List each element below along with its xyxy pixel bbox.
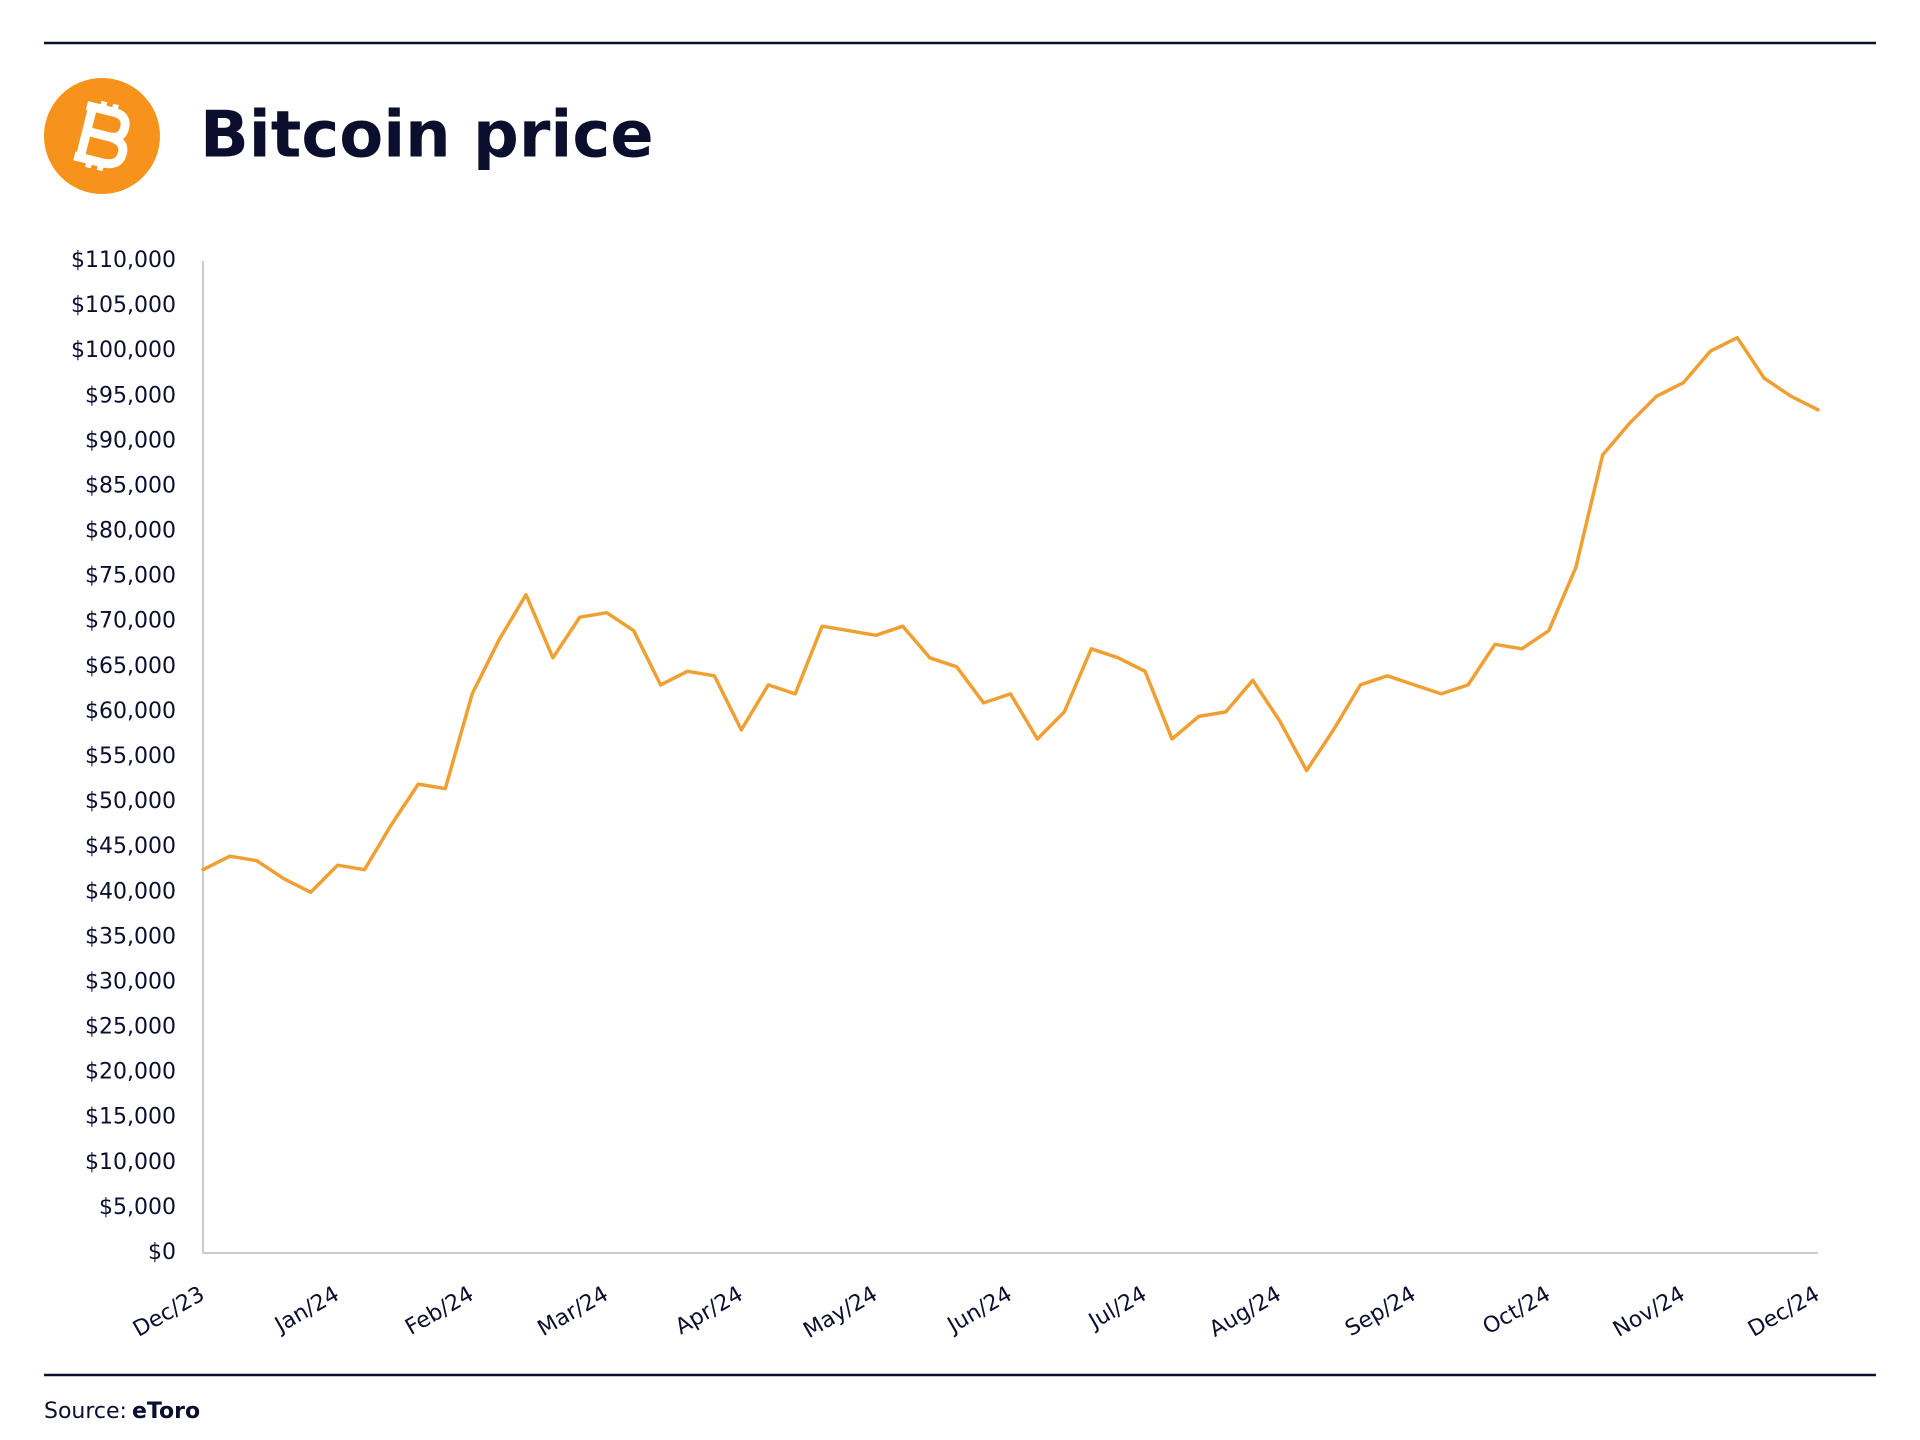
- x-tick-label: Jan/24: [269, 1282, 343, 1339]
- y-tick-label: $50,000: [85, 789, 176, 814]
- y-tick-label: $80,000: [85, 519, 176, 544]
- y-tick-label: $25,000: [85, 1015, 176, 1040]
- y-tick-label: $105,000: [71, 293, 176, 318]
- y-tick-label: $65,000: [85, 654, 176, 679]
- y-tick-label: $45,000: [85, 834, 176, 859]
- y-tick-label: $110,000: [71, 248, 176, 273]
- x-tick-label: Nov/24: [1609, 1282, 1689, 1343]
- y-tick-label: $15,000: [85, 1105, 176, 1130]
- chart-title: Bitcoin price: [200, 99, 654, 173]
- x-tick-label: Jun/24: [942, 1282, 1017, 1340]
- x-tick-label: Dec/23: [129, 1282, 209, 1343]
- y-tick-label: $20,000: [85, 1060, 176, 1085]
- x-tick-label: Jul/24: [1083, 1282, 1151, 1336]
- bitcoin-logo: [44, 78, 160, 194]
- x-tick-label: Apr/24: [671, 1282, 747, 1340]
- y-tick-label: $10,000: [85, 1150, 176, 1175]
- y-tick-label: $75,000: [85, 564, 176, 589]
- y-tick-label: $60,000: [85, 699, 176, 724]
- x-tick-label: Aug/24: [1205, 1282, 1285, 1343]
- y-tick-label: $40,000: [85, 879, 176, 904]
- source-name: eToro: [132, 1399, 200, 1424]
- x-tick-label: Mar/24: [534, 1282, 613, 1342]
- price-line: [201, 335, 1820, 895]
- y-tick-label: $95,000: [85, 383, 176, 408]
- y-tick-label: $70,000: [85, 609, 176, 634]
- source-label: Source:: [44, 1399, 127, 1424]
- y-tick-label: $100,000: [71, 338, 176, 363]
- x-tick-label: Sep/24: [1341, 1282, 1420, 1342]
- x-tick-label: Oct/24: [1479, 1282, 1555, 1340]
- y-tick-label: $35,000: [85, 924, 176, 949]
- x-tick-label: Feb/24: [401, 1282, 478, 1341]
- y-tick-label: $5,000: [99, 1195, 176, 1220]
- y-tick-label: $0: [148, 1240, 176, 1265]
- y-tick-label: $85,000: [85, 473, 176, 498]
- y-tick-label: $55,000: [85, 744, 176, 769]
- y-tick-label: $30,000: [85, 969, 176, 994]
- x-tick-label: May/24: [799, 1282, 882, 1344]
- y-tick-label: $90,000: [85, 428, 176, 453]
- x-tick-label: Dec/24: [1744, 1282, 1824, 1343]
